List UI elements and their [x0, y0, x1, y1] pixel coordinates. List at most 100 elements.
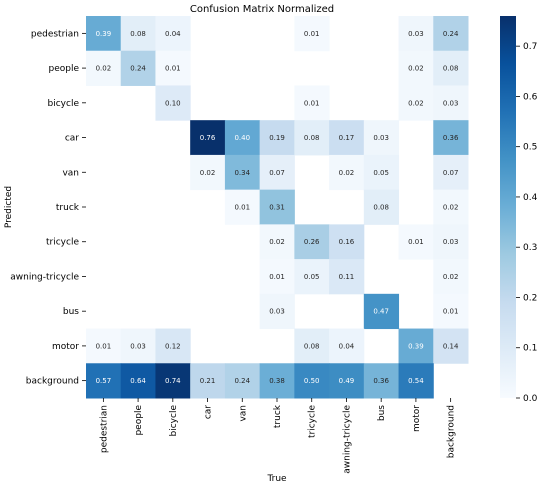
- cell-value-label: 0.57: [96, 377, 112, 385]
- heatmap-cell: [86, 328, 122, 364]
- heatmap-cell: [190, 363, 226, 399]
- heatmap-cell: [398, 50, 434, 86]
- cell-value-label: 0.24: [234, 377, 250, 385]
- heatmap-cell: [294, 224, 330, 260]
- cell-value-label: 0.03: [269, 308, 285, 316]
- colorbar-tick-label: 0.5: [523, 143, 537, 153]
- y-tick-label: people: [48, 64, 79, 74]
- cell-value-label: 0.01: [443, 308, 459, 316]
- heatmap-cell: [329, 224, 365, 260]
- heatmap-cell: [155, 328, 191, 364]
- y-tick-label: tricycle: [46, 238, 79, 248]
- x-tick-label: car: [204, 405, 214, 419]
- heatmap-cell: [120, 328, 156, 364]
- cell-value-label: 0.07: [443, 169, 459, 177]
- heatmap-cell: [259, 189, 295, 225]
- cell-value-label: 0.02: [443, 273, 459, 281]
- colorbar-tick-label: 0.4: [523, 193, 538, 203]
- x-tick-label: van: [238, 405, 248, 422]
- cell-value-label: 0.11: [339, 273, 355, 281]
- heatmap-cell: [363, 189, 400, 225]
- x-tick-label: bicycle: [169, 405, 179, 437]
- cell-value-label: 0.07: [269, 169, 285, 177]
- x-tick-label: pedestrian: [99, 405, 109, 453]
- heatmap-cell: [294, 259, 330, 295]
- cell-value-label: 0.08: [304, 134, 320, 142]
- heatmap-cell: [398, 328, 434, 364]
- cell-value-label: 0.19: [269, 134, 285, 142]
- cell-value-label: 0.02: [269, 238, 285, 246]
- heatmap-cell: [433, 328, 469, 364]
- cell-value-label: 0.14: [443, 342, 459, 350]
- cell-value-label: 0.02: [443, 204, 459, 212]
- heatmap-cell: [86, 16, 122, 52]
- x-tick-labels: pedestrian people bicycle car van truck tricyc…: [99, 398, 457, 474]
- cell-value-label: 0.76: [200, 134, 216, 142]
- heatmap-cell: [259, 224, 295, 260]
- colorbar-tick-label: 0.7: [523, 42, 537, 52]
- x-tick-label: awning-tricycle: [342, 405, 352, 474]
- heatmap-cell: [155, 85, 191, 121]
- heatmap-cell: [86, 50, 122, 86]
- heatmap-cell: [398, 16, 434, 52]
- heatmap-cell: [363, 293, 400, 330]
- colorbar-tick-label: 0.3: [523, 243, 537, 253]
- heatmap-cell: [363, 154, 400, 191]
- heatmap-cell: [433, 154, 469, 191]
- cell-value-label: 0.04: [339, 342, 355, 350]
- y-tick-label: bicycle: [48, 99, 80, 109]
- heatmap-cell: [259, 259, 295, 295]
- cell-value-label: 0.39: [96, 30, 112, 38]
- cell-value-label: 0.36: [443, 134, 459, 142]
- heatmap-cell: [224, 363, 261, 399]
- y-tick-label: motor: [52, 342, 79, 352]
- cell-value-label: 0.02: [96, 65, 112, 73]
- colorbar: 0.0 0.1 0.2 0.3 0.4 0.5 0.6 0.7: [500, 16, 538, 404]
- cell-value-label: 0.31: [269, 204, 285, 212]
- heatmap-cell: [86, 363, 122, 399]
- cell-value-label: 0.47: [373, 308, 389, 316]
- cell-value-label: 0.01: [269, 273, 285, 281]
- heatmap-cell: [433, 85, 469, 121]
- y-tick-label: van: [62, 168, 79, 178]
- cell-value-label: 0.03: [443, 238, 459, 246]
- heatmap-cell: [294, 328, 330, 364]
- heatmap-cell: [155, 16, 191, 52]
- heatmap-cell: [294, 85, 330, 121]
- heatmap-cell: [329, 363, 365, 399]
- cell-value-label: 0.04: [165, 30, 181, 38]
- cell-value-label: 0.01: [234, 204, 250, 212]
- cell-value-label: 0.01: [96, 342, 112, 350]
- heatmap-cell: [329, 328, 365, 364]
- heatmap-cell: [259, 363, 295, 399]
- chart-title: Confusion Matrix Normalized: [190, 4, 334, 15]
- x-tick-label: people: [134, 405, 144, 436]
- x-tick-label: truck: [273, 404, 283, 428]
- cell-value-label: 0.02: [200, 169, 216, 177]
- heatmap-cell: [224, 189, 261, 225]
- cell-value-label: 0.01: [304, 30, 320, 38]
- cell-value-label: 0.74: [165, 377, 181, 385]
- x-tick-label: motor: [412, 405, 422, 432]
- cell-value-label: 0.24: [130, 65, 146, 73]
- heatmap-cell: [120, 363, 156, 399]
- cell-value-label: 0.08: [373, 204, 389, 212]
- heatmap-cell: [294, 120, 330, 156]
- cell-value-label: 0.03: [443, 99, 459, 107]
- colorbar-gradient: [500, 16, 516, 398]
- cell-value-label: 0.38: [269, 377, 285, 385]
- x-axis-label: True: [266, 474, 287, 484]
- x-tick-label: tricycle: [308, 405, 318, 438]
- cell-value-label: 0.02: [408, 65, 424, 73]
- heatmap-cell: [120, 16, 156, 52]
- cell-value-label: 0.05: [304, 273, 320, 281]
- colorbar-tick-label: 0.2: [523, 293, 537, 303]
- y-tick-label: background: [26, 377, 79, 387]
- cell-value-label: 0.49: [339, 377, 355, 385]
- heatmap-cell: [259, 154, 295, 191]
- colorbar-tick-label: 0.1: [523, 344, 537, 354]
- cell-value-label: 0.08: [130, 30, 146, 38]
- heatmap-cell: [259, 120, 295, 156]
- y-tick-label: bus: [63, 307, 79, 317]
- heatmap-cell: [363, 120, 400, 156]
